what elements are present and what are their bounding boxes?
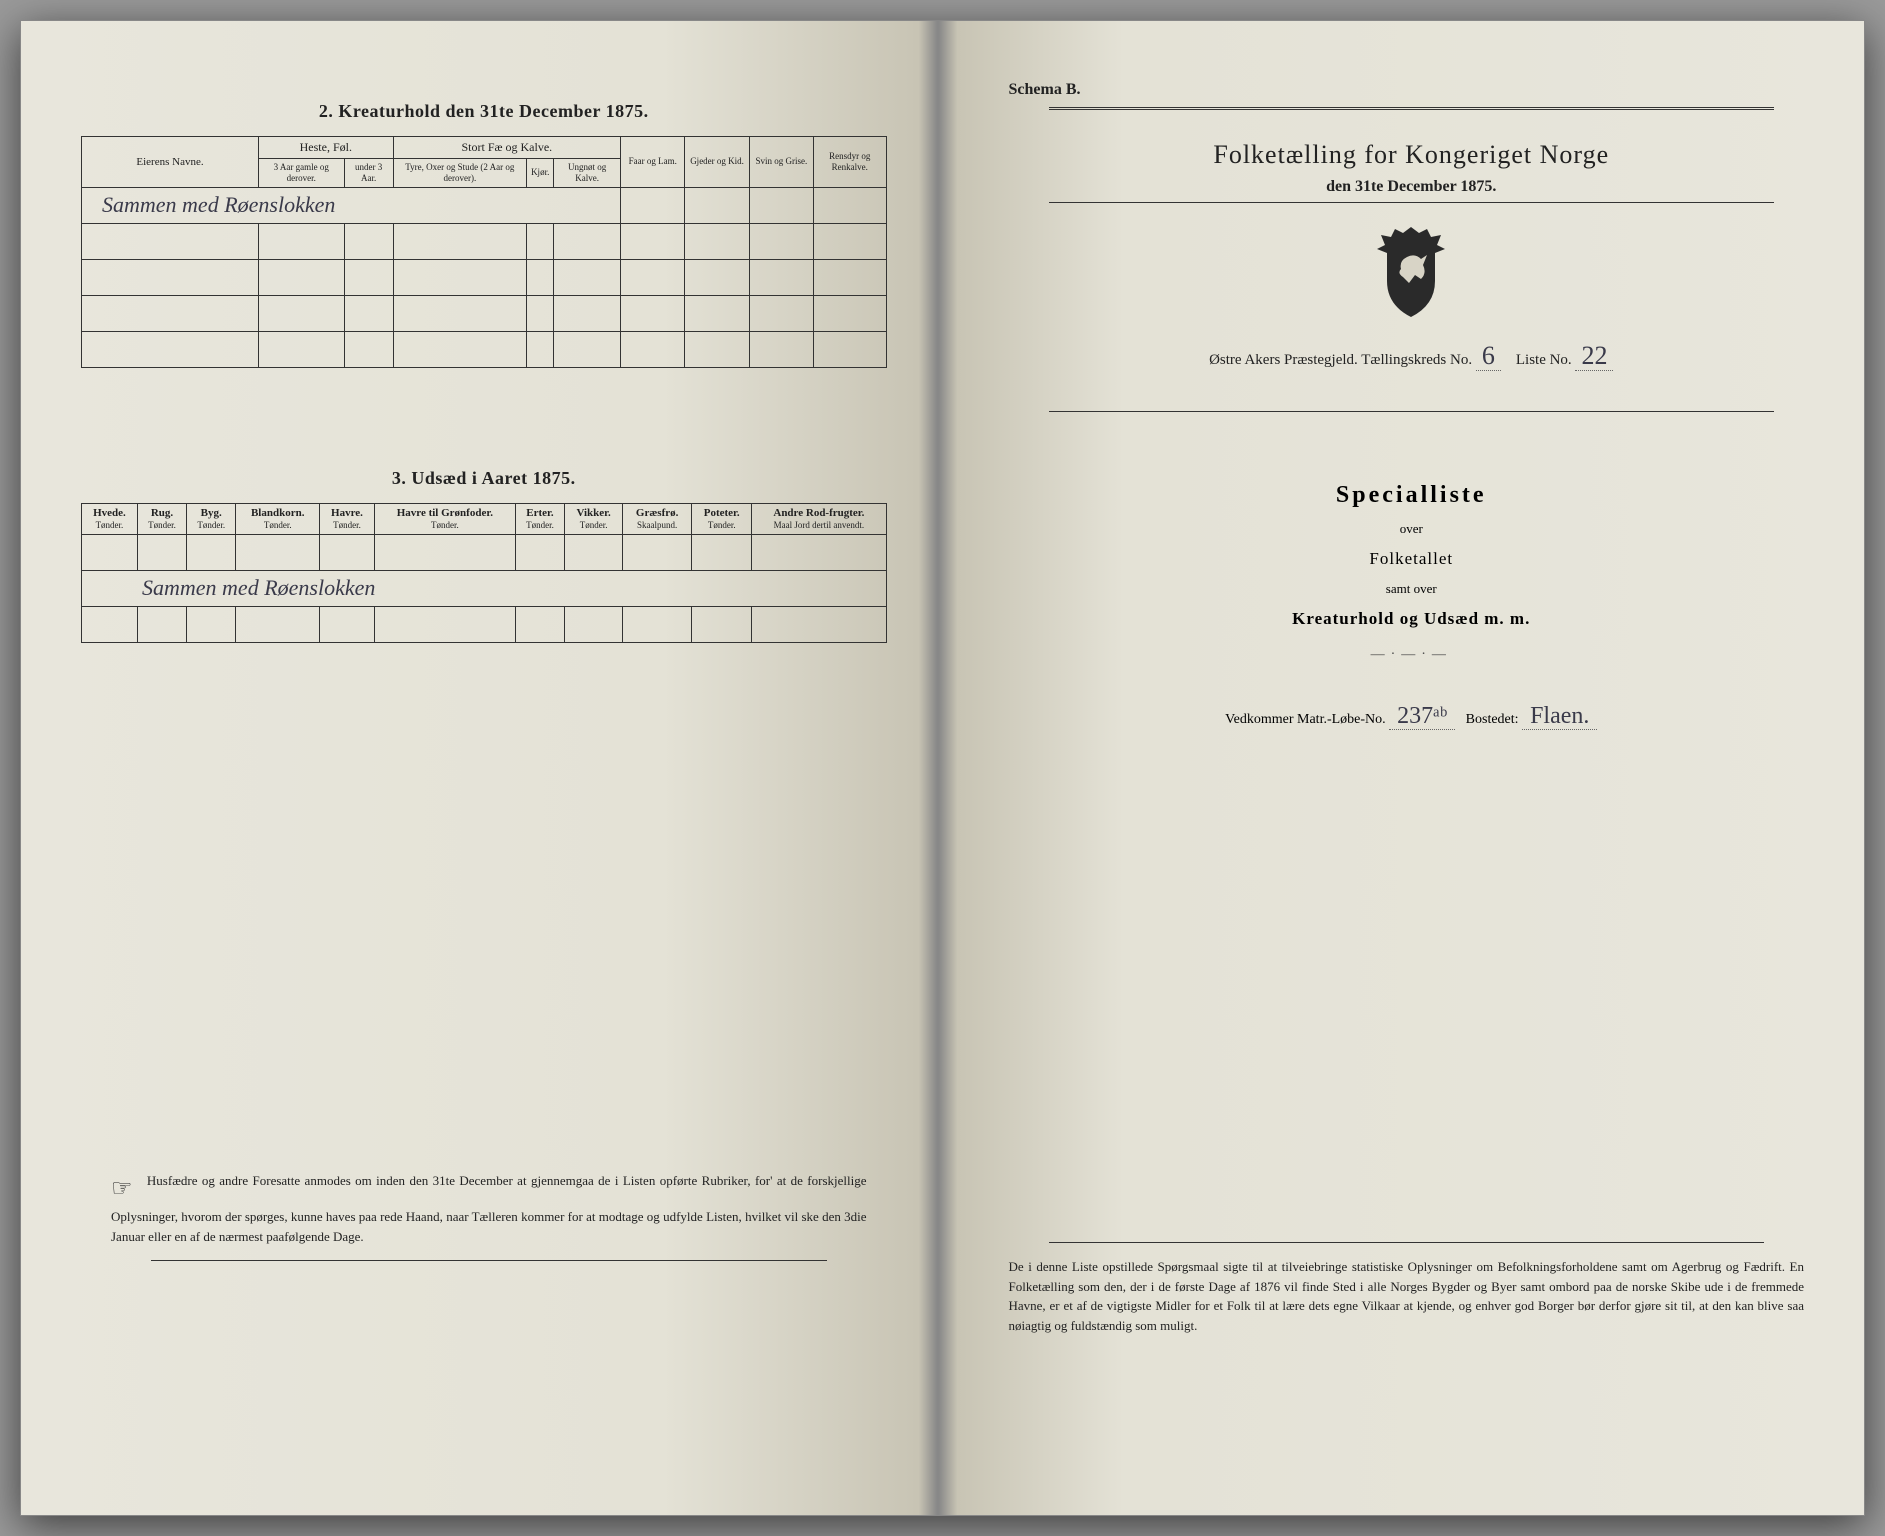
c5: Havre.Tønder.	[320, 503, 375, 534]
coat-of-arms-icon	[1371, 221, 1451, 321]
bosted-value: Flaen.	[1522, 703, 1597, 730]
section3-title: 3. Udsæd i Aaret 1875.	[81, 468, 887, 489]
left-page: 2. Kreaturhold den 31te December 1875. E…	[20, 20, 938, 1516]
rule-under-title	[1049, 202, 1775, 203]
sub-s3: Ungnøt og Kalve.	[554, 159, 621, 188]
table-row	[82, 295, 887, 331]
c9: Græsfrø.Skaalpund.	[623, 503, 692, 534]
section2-title: 2. Kreaturhold den 31te December 1875.	[81, 101, 887, 122]
folketallet: Folketallet	[1009, 549, 1815, 569]
pointing-hand-icon: ☞	[111, 1171, 133, 1207]
sub-h2: under 3 Aar.	[344, 159, 393, 188]
over-label: over	[1009, 521, 1815, 537]
c1: Hvede.Tønder.	[82, 503, 138, 534]
sub-s2: Kjør.	[527, 159, 554, 188]
livestock-entry: Sammen med Røenslokken	[82, 187, 621, 223]
ornament: —·—·—	[1009, 647, 1815, 663]
c3: Byg.Tønder.	[187, 503, 236, 534]
parish-line: Østre Akers Præstegjeld. Tællingskreds N…	[1009, 341, 1815, 371]
specialist-block: Specialliste over Folketallet samt over …	[1009, 482, 1815, 663]
table-row: Sammen med Røenslokken	[82, 187, 887, 223]
table-row	[82, 534, 887, 570]
table-row	[82, 606, 887, 642]
c10: Poteter.Tønder.	[692, 503, 752, 534]
c6: Havre til Grønfoder.Tønder.	[374, 503, 515, 534]
census-date: den 31te December 1875.	[1009, 178, 1815, 196]
specialist-title: Specialliste	[1009, 482, 1815, 509]
samt-label: samt over	[1009, 581, 1815, 597]
matr-label: Vedkommer Matr.-Løbe-No.	[1225, 712, 1386, 727]
col-reindeer: Rensdyr og Renkalve.	[814, 137, 886, 188]
kreatur-line: Kreaturhold og Udsæd m. m.	[1009, 609, 1815, 629]
parish-label: Østre Akers Præstegjeld. Tællingskreds N…	[1209, 352, 1472, 368]
bosted-label: Bostedet:	[1466, 712, 1519, 727]
table-row	[82, 223, 887, 259]
c11: Andre Rod-frugter.Maal Jord dertil anven…	[752, 503, 886, 534]
footnote-text: De i denne Liste opstillede Spørgsmaal s…	[1009, 1259, 1805, 1333]
col-cattle: Stort Fæ og Kalve.	[393, 137, 620, 159]
left-footnote: ☞ Husfædre og andre Foresatte anmodes om…	[111, 1171, 867, 1275]
sub-s1: Tyre, Oxer og Stude (2 Aar og derover).	[393, 159, 526, 188]
sub-h1: 3 Aar gamle og derover.	[258, 159, 344, 188]
kreds-no: 6	[1476, 341, 1501, 371]
c4: Blandkorn.Tønder.	[236, 503, 320, 534]
liste-label: Liste No.	[1516, 352, 1572, 368]
col-owner: Eierens Navne.	[82, 137, 259, 188]
col-sheep: Faar og Lam.	[621, 137, 685, 188]
c7: Erter.Tønder.	[515, 503, 564, 534]
c8: Vikker.Tønder.	[565, 503, 623, 534]
sowing-table: Hvede.Tønder. Rug.Tønder. Byg.Tønder. Bl…	[81, 503, 887, 643]
right-page: Schema B. Folketælling for Kongeriget No…	[938, 20, 1866, 1516]
matr-no: 237ᵃᵇ	[1389, 703, 1455, 730]
census-title: Folketælling for Kongeriget Norge	[1009, 140, 1815, 170]
table-row: Sammen med Røenslokken	[82, 570, 887, 606]
col-pigs: Svin og Grise.	[749, 137, 813, 188]
col-horses: Heste, Føl.	[258, 137, 393, 159]
table-row	[82, 259, 887, 295]
c2: Rug.Tønder.	[137, 503, 186, 534]
rule-top	[1049, 107, 1775, 110]
schema-label: Schema B.	[1009, 81, 1815, 99]
footnote-text: Husfædre og andre Foresatte anmodes om i…	[111, 1173, 867, 1244]
matr-line: Vedkommer Matr.-Løbe-No. 237ᵃᵇ Bostedet:…	[1009, 703, 1815, 730]
liste-no: 22	[1575, 341, 1613, 371]
table-row	[82, 331, 887, 367]
col-goats: Gjeder og Kid.	[685, 137, 749, 188]
sowing-entry: Sammen med Røenslokken	[82, 570, 887, 606]
right-footnote: De i denne Liste opstillede Spørgsmaal s…	[1009, 1236, 1805, 1335]
book-spread: 2. Kreaturhold den 31te December 1875. E…	[20, 20, 1865, 1516]
livestock-table: Eierens Navne. Heste, Føl. Stort Fæ og K…	[81, 136, 887, 368]
